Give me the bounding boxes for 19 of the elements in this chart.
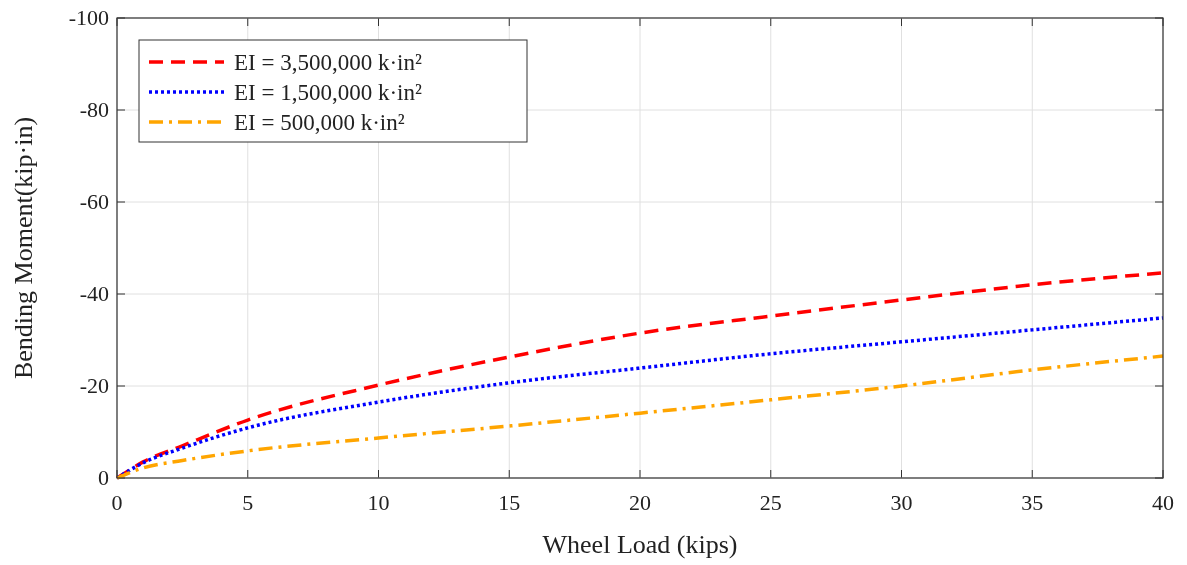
x-tick-label: 10 <box>367 490 390 515</box>
y-axis-title: Bending Moment(kip·in) <box>9 116 38 380</box>
legend-label: EI = 3,500,000 k·in² <box>234 50 422 75</box>
y-tick-label: -40 <box>79 281 109 306</box>
x-tick-label: 25 <box>759 490 782 515</box>
x-tick-label: 40 <box>1152 490 1174 515</box>
x-tick-label: 5 <box>242 490 254 515</box>
x-tick-label: 15 <box>498 490 521 515</box>
y-tick-label: 0 <box>98 465 109 490</box>
y-tick-label: -100 <box>68 5 109 30</box>
legend-label: EI = 1,500,000 k·in² <box>234 80 422 105</box>
x-tick-label: 20 <box>629 490 651 515</box>
y-tick-label: -80 <box>79 97 109 122</box>
x-tick-label: 35 <box>1021 490 1044 515</box>
legend-label: EI = 500,000 k·in² <box>234 110 405 135</box>
x-tick-label: 30 <box>890 490 913 515</box>
x-axis-title: Wheel Load (kips) <box>542 530 738 559</box>
y-tick-label: -60 <box>79 189 109 214</box>
y-tick-label: -20 <box>79 373 109 398</box>
